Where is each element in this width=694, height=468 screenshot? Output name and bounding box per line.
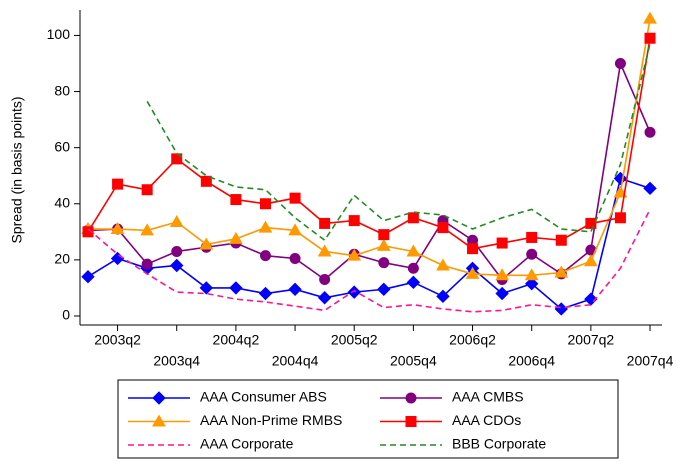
marker [81,270,95,284]
marker [171,245,183,257]
marker [319,274,331,286]
marker [317,291,332,305]
marker [152,414,166,427]
marker [405,416,417,427]
marker [289,252,301,264]
marker [348,215,360,227]
marker [258,220,273,233]
marker [644,32,656,44]
legend-label: AAA CDOs [452,412,521,428]
marker [259,250,271,262]
marker [496,237,508,249]
x-tick-label: 2003q2 [94,332,141,348]
legend-label: AAA CMBS [452,389,524,405]
marker [378,229,390,241]
marker [259,198,271,210]
y-tick-label: 40 [54,194,70,210]
marker [200,175,212,187]
marker [229,231,243,244]
marker [319,217,331,229]
marker [614,57,626,69]
marker [140,223,155,236]
x-tick-label: 2007q4 [627,353,674,369]
marker [405,392,417,404]
x-tick-label: 2007q2 [568,332,615,348]
marker [436,258,450,271]
marker [199,281,214,295]
marker [524,277,539,291]
marker [170,258,184,273]
marker [526,231,538,243]
marker [643,11,657,24]
marker [436,289,450,304]
x-tick-label: 2006q4 [508,353,555,369]
marker [614,212,626,224]
marker [230,194,242,206]
marker [141,258,153,270]
x-tick-label: 2003q4 [153,353,200,369]
marker [347,285,361,299]
legend-label: AAA Corporate [200,436,294,452]
marker [554,265,569,278]
marker [199,237,214,250]
x-tick-label: 2005q4 [390,353,437,369]
marker [526,248,538,260]
marker [467,243,479,255]
marker [583,254,598,267]
y-axis-label: Spread (in basis points) [9,96,25,243]
marker [613,185,628,198]
x-tick-label: 2004q2 [213,332,260,348]
marker [289,192,301,204]
marker [643,181,657,196]
marker [110,222,125,235]
series-line [87,177,651,310]
series-line [146,43,651,242]
y-tick-label: 60 [54,138,70,154]
marker [406,275,421,290]
marker [112,178,124,190]
x-tick-label: 2005q2 [331,332,378,348]
marker [437,222,449,234]
x-tick-label: 2004q4 [272,353,319,369]
series-line [87,209,651,313]
marker [644,126,656,138]
legend-label: BBB Corporate [452,436,546,452]
marker [585,217,597,229]
marker [347,248,362,261]
legend-label: AAA Non-Prime RMBS [200,412,342,428]
marker [377,282,391,297]
legend-label: AAA Consumer ABS [200,389,327,405]
marker [288,223,302,236]
legend [117,379,619,459]
marker [141,184,153,196]
marker [82,226,94,238]
marker [407,212,419,224]
x-tick-label: 2006q2 [449,332,496,348]
marker [524,268,539,281]
marker [169,214,184,228]
y-tick-label: 80 [54,82,70,98]
y-tick-label: 20 [54,251,70,267]
marker [465,266,480,279]
marker [378,257,390,269]
y-tick-label: 100 [47,26,71,42]
marker [495,268,509,281]
marker [407,262,419,274]
marker [152,391,166,405]
marker [406,244,421,257]
marker [229,281,243,295]
marker [258,286,273,301]
y-tick-label: 0 [62,307,70,323]
marker [555,234,567,246]
marker [495,286,509,301]
marker [376,238,391,251]
marker [317,244,332,257]
marker [288,282,302,297]
